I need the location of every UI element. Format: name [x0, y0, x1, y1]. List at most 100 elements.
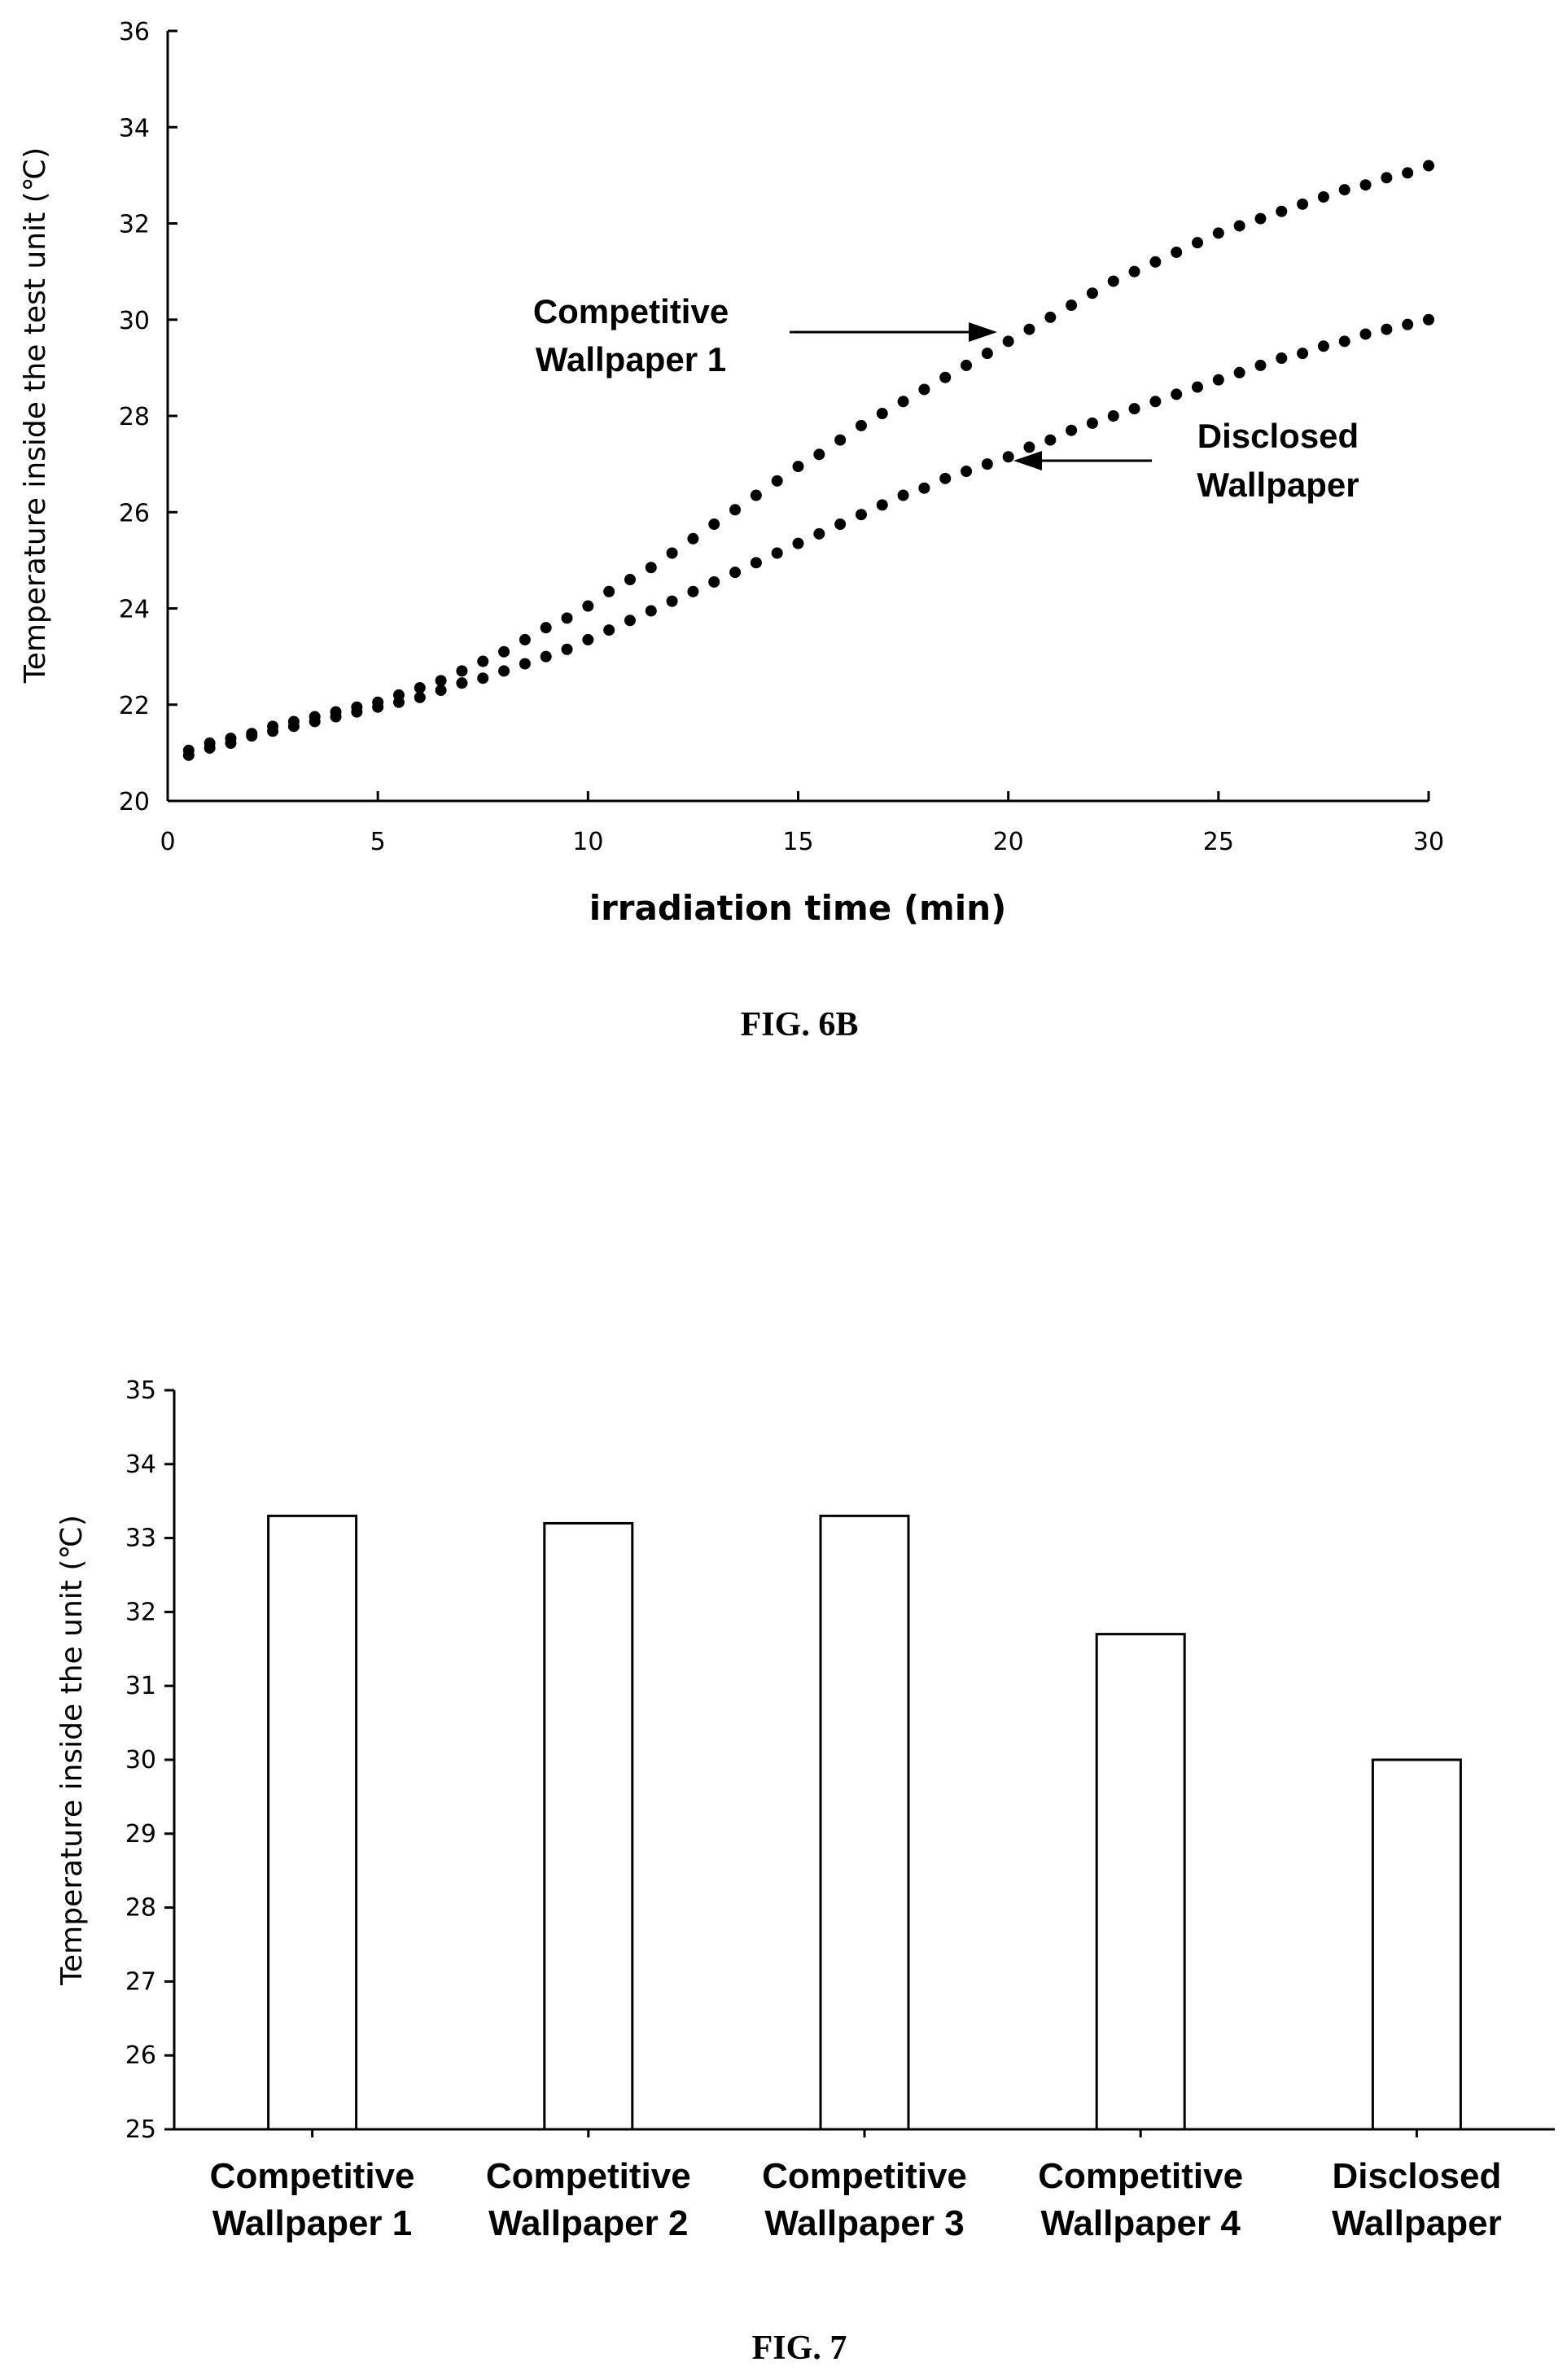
- data-point-competitive-wallpaper-1: [876, 408, 888, 420]
- y-tick-group: 25 26 27 28 29 30 31 32 33 34 35: [125, 1376, 174, 2144]
- data-point-competitive-wallpaper-1: [1128, 265, 1140, 278]
- data-point-competitive-wallpaper-1: [792, 461, 804, 473]
- data-point-competitive-wallpaper-1: [771, 475, 783, 487]
- data-point-disclosed-wallpaper: [1171, 388, 1183, 400]
- data-point-competitive-wallpaper-1: [1086, 287, 1098, 300]
- data-point-disclosed-wallpaper: [309, 715, 321, 728]
- data-point-disclosed-wallpaper: [645, 605, 657, 617]
- data-point-disclosed-wallpaper: [582, 633, 594, 645]
- data-point-competitive-wallpaper-1: [498, 645, 510, 658]
- y-tick-label: 28: [125, 1894, 156, 1923]
- data-point-competitive-wallpaper-1: [855, 419, 867, 431]
- category-label: Disclosed: [1332, 2156, 1501, 2196]
- data-point-competitive-wallpaper-1: [750, 489, 762, 501]
- bar: [1095, 1633, 1186, 2131]
- data-point-disclosed-wallpaper: [1023, 441, 1035, 453]
- data-point-disclosed-wallpaper: [477, 672, 489, 685]
- data-point-disclosed-wallpaper: [1128, 403, 1140, 415]
- data-point-disclosed-wallpaper: [1381, 323, 1393, 335]
- y-tick-group: 20 22 24 26 28 30 32 34 36: [119, 18, 177, 816]
- line-chart-fig6b: 20 22 24 26 28 30 32 34 36 0 5 10 15 20 25 30 Temperat…: [19, 18, 1444, 928]
- data-point-competitive-wallpaper-1: [1023, 323, 1035, 335]
- data-point-disclosed-wallpaper: [624, 615, 636, 627]
- data-point-disclosed-wallpaper: [1066, 424, 1078, 436]
- data-point-competitive-wallpaper-1: [540, 622, 552, 634]
- data-point-competitive-wallpaper-1: [582, 600, 594, 612]
- data-point-disclosed-wallpaper: [813, 527, 825, 540]
- data-point-competitive-wallpaper-1: [687, 532, 699, 545]
- data-point-competitive-wallpaper-1: [961, 359, 973, 371]
- data-point-disclosed-wallpaper: [1276, 352, 1288, 365]
- data-point-competitive-wallpaper-1: [624, 574, 636, 586]
- x-tick-label: 30: [1413, 828, 1444, 856]
- y-axis-title: Temperature inside the test unit (℃): [19, 147, 52, 684]
- data-point-competitive-wallpaper-1: [1297, 198, 1309, 210]
- data-point-disclosed-wallpaper: [792, 537, 804, 549]
- y-tick-label: 33: [125, 1525, 156, 1553]
- data-point-disclosed-wallpaper: [1423, 313, 1434, 326]
- annotation-competitive-line2: Wallpaper 1: [536, 340, 726, 378]
- data-point-competitive-wallpaper-1: [645, 562, 657, 574]
- data-point-disclosed-wallpaper: [267, 725, 279, 737]
- data-point-competitive-wallpaper-1: [1254, 212, 1267, 225]
- y-tick-label: 27: [125, 1967, 156, 1996]
- data-point-competitive-wallpaper-1: [1107, 275, 1119, 287]
- data-point-competitive-wallpaper-1: [1233, 220, 1245, 232]
- y-tick-label: 30: [125, 1746, 156, 1774]
- y-tick-label: 31: [125, 1672, 156, 1700]
- data-point-disclosed-wallpaper: [456, 677, 468, 689]
- bar: [267, 1514, 358, 2131]
- y-tick-label: 24: [119, 596, 150, 624]
- data-point-disclosed-wallpaper: [708, 575, 720, 588]
- x-tick-label: 5: [370, 828, 386, 856]
- data-point-disclosed-wallpaper: [287, 720, 300, 733]
- data-point-competitive-wallpaper-1: [918, 383, 930, 396]
- x-tick-group: 0 5 10 15 20 25 30: [160, 791, 1444, 856]
- y-tick-label: 34: [119, 114, 150, 142]
- bars-group: [267, 1514, 1462, 2131]
- category-label: Competitive: [1038, 2156, 1243, 2196]
- data-point-competitive-wallpaper-1: [939, 371, 952, 383]
- data-point-disclosed-wallpaper: [1086, 417, 1098, 429]
- data-point-disclosed-wallpaper: [918, 482, 930, 494]
- data-point-competitive-wallpaper-1: [1381, 172, 1393, 184]
- data-point-disclosed-wallpaper: [414, 691, 426, 703]
- data-point-competitive-wallpaper-1: [1066, 300, 1078, 312]
- data-point-competitive-wallpaper-1: [1149, 256, 1162, 268]
- data-point-disclosed-wallpaper: [1338, 335, 1350, 348]
- category-label: Wallpaper 4: [1041, 2203, 1241, 2243]
- data-point-disclosed-wallpaper: [1149, 396, 1162, 408]
- bar: [1371, 1758, 1462, 2131]
- data-point-competitive-wallpaper-1: [414, 682, 426, 694]
- y-tick-label: 34: [125, 1450, 156, 1479]
- data-point-disclosed-wallpaper: [1233, 366, 1245, 378]
- data-point-competitive-wallpaper-1: [1359, 179, 1372, 191]
- category-label: Wallpaper 2: [488, 2203, 688, 2243]
- data-point-disclosed-wallpaper: [687, 585, 699, 597]
- arrowhead-right-icon: [969, 322, 997, 342]
- x-tick-label: 25: [1203, 828, 1234, 856]
- data-point-competitive-wallpaper-1: [813, 448, 825, 461]
- category-labels-group: Competitive Wallpaper 1 Competitive Wallpap…: [210, 2129, 1502, 2243]
- y-tick-label: 20: [119, 788, 150, 816]
- data-point-competitive-wallpaper-1: [435, 675, 447, 687]
- data-point-disclosed-wallpaper: [540, 650, 552, 663]
- data-point-competitive-wallpaper-1: [1402, 167, 1414, 179]
- y-tick-label: 26: [119, 499, 150, 527]
- data-point-competitive-wallpaper-1: [561, 612, 573, 624]
- data-point-disclosed-wallpaper: [981, 458, 993, 470]
- data-point-competitive-wallpaper-1: [897, 396, 909, 408]
- category-label: Competitive: [762, 2156, 967, 2196]
- data-point-competitive-wallpaper-1: [1212, 227, 1224, 239]
- data-point-competitive-wallpaper-1: [1338, 184, 1350, 196]
- data-point-competitive-wallpaper-1: [1317, 190, 1329, 203]
- annotation-disclosed-line1: Disclosed: [1197, 417, 1359, 455]
- figure-label-6b: FIG. 6B: [741, 1006, 859, 1043]
- x-axis-title: irradiation time (min): [589, 888, 1007, 928]
- y-tick-label: 29: [125, 1820, 156, 1848]
- x-tick-label: 10: [572, 828, 603, 856]
- category-label: Wallpaper: [1332, 2203, 1502, 2243]
- data-point-disclosed-wallpaper: [834, 518, 847, 531]
- data-point-disclosed-wallpaper: [666, 595, 678, 607]
